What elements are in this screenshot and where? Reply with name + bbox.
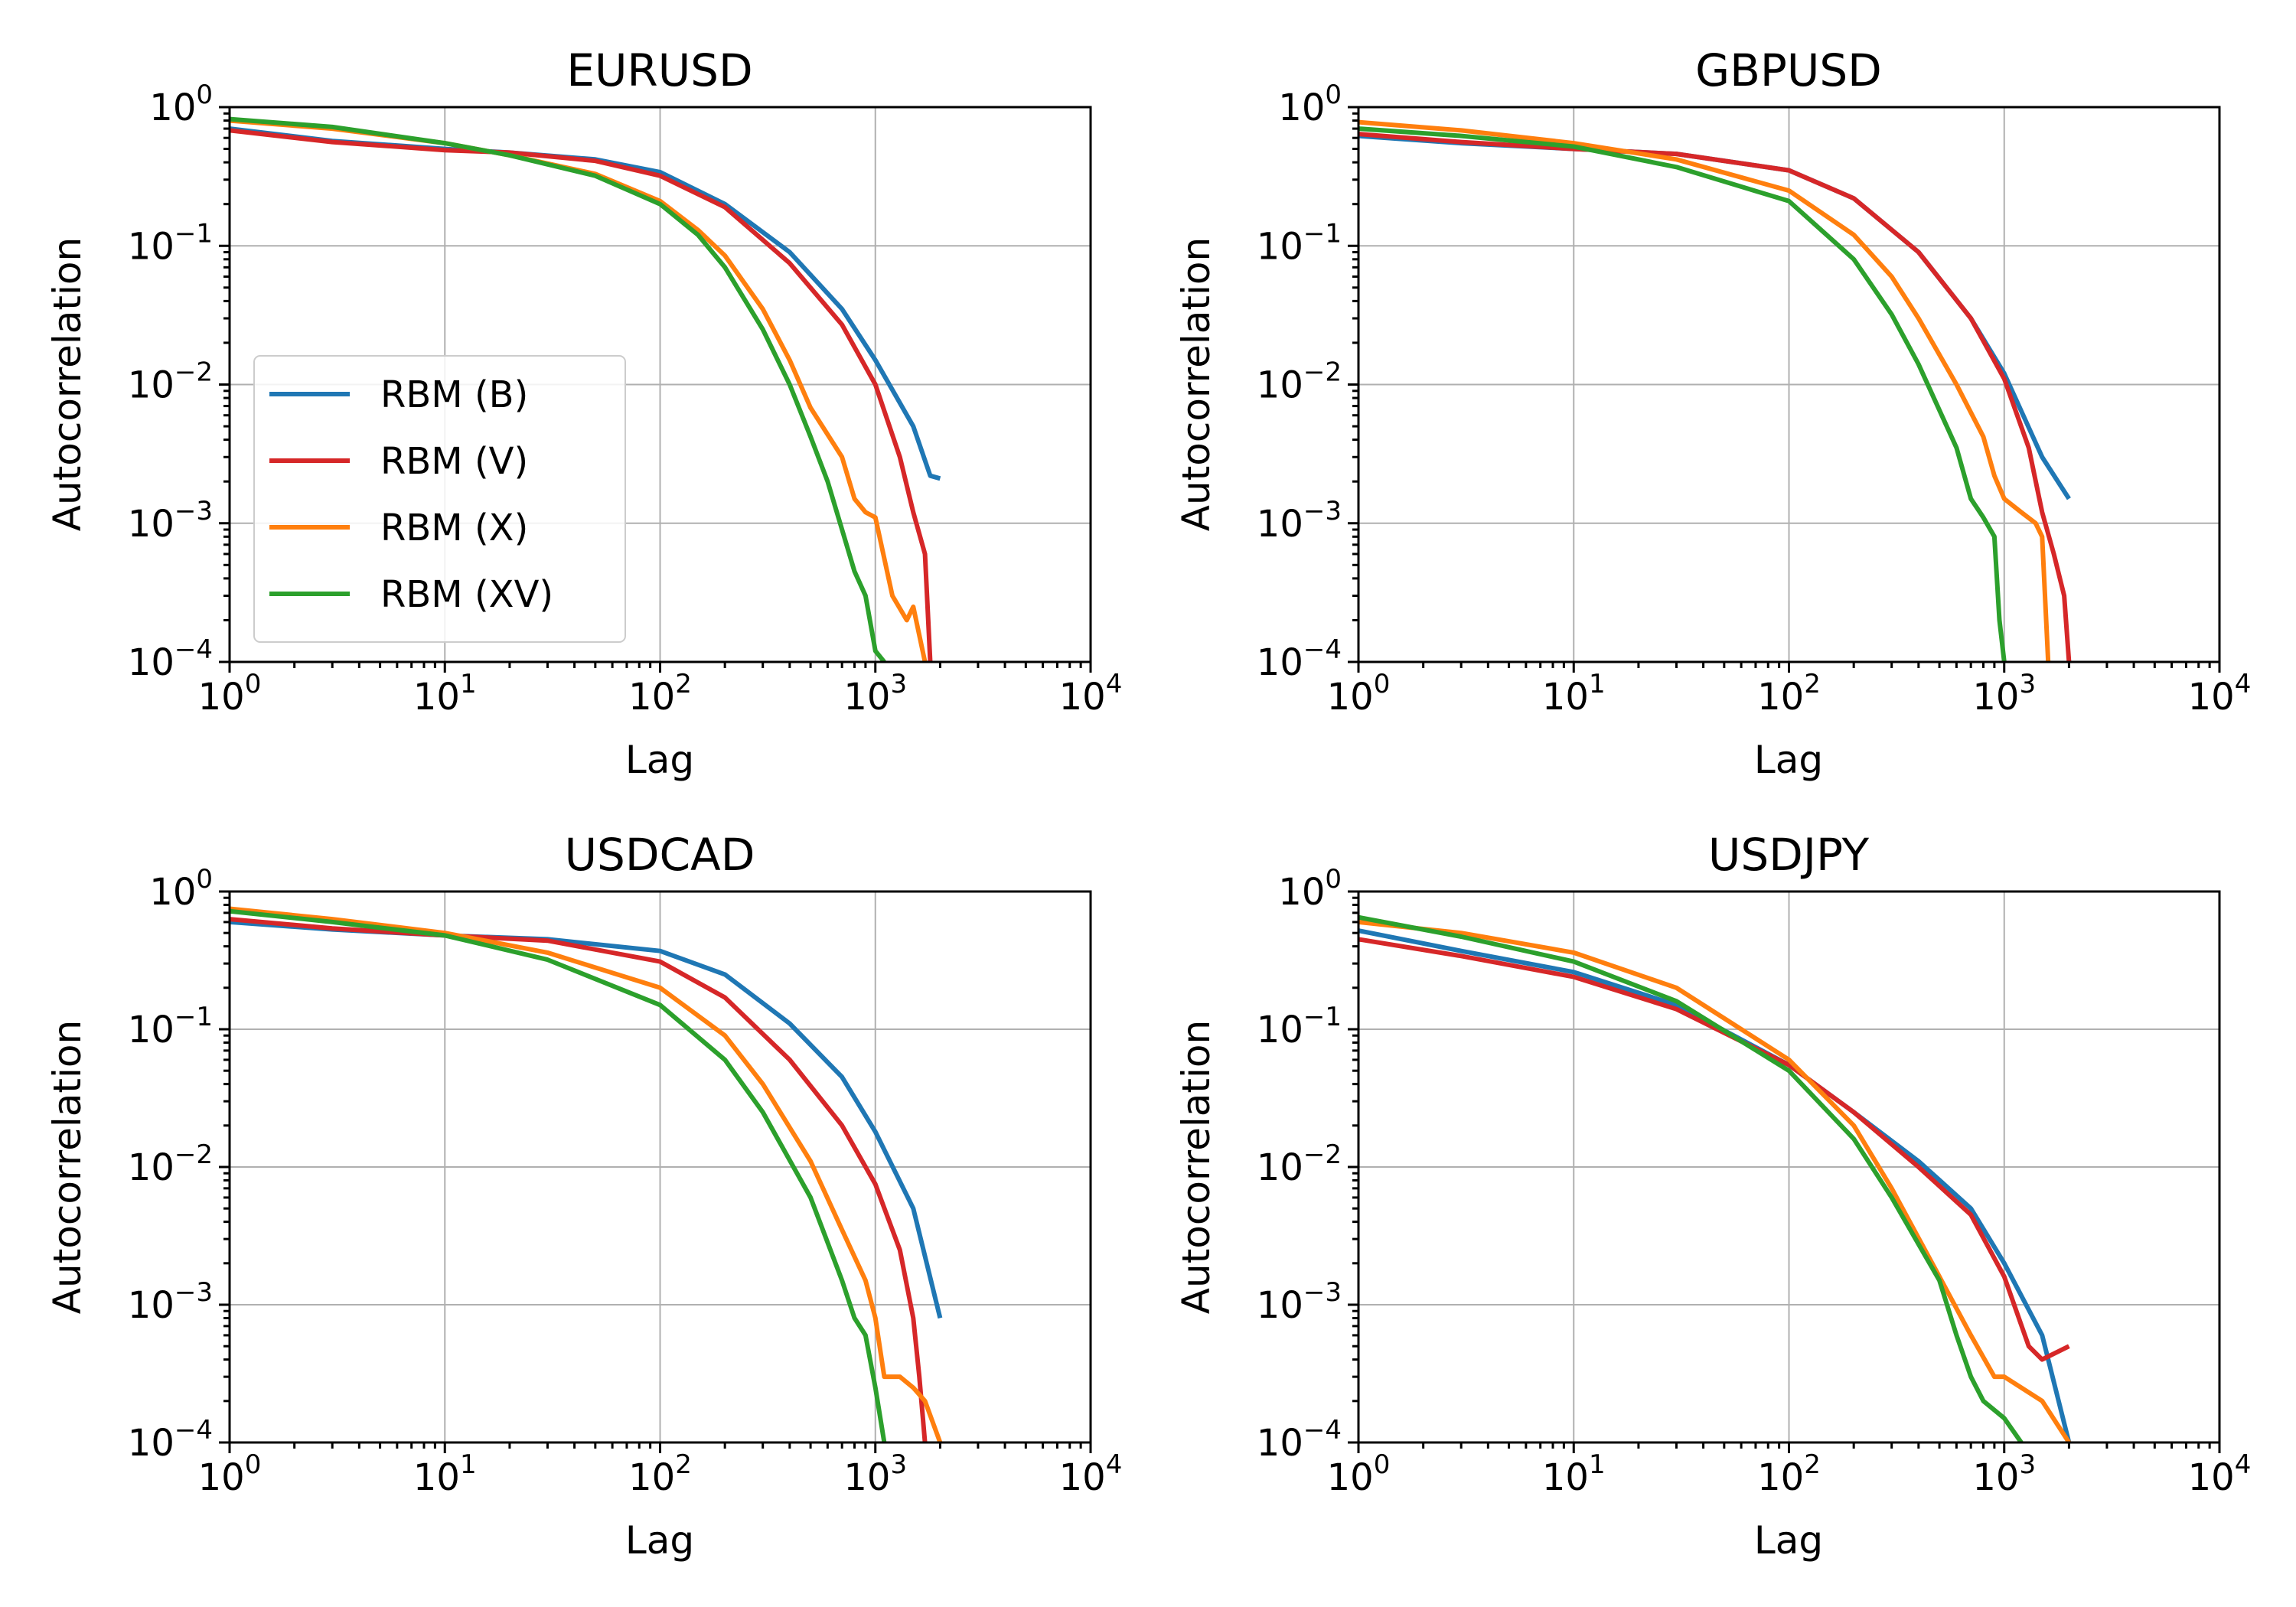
x-tick-label: 104 (2188, 669, 2252, 719)
x-tick-label: 102 (628, 669, 692, 719)
y-tick-label: 10−4 (1257, 634, 1342, 684)
x-tick-label: 103 (843, 1449, 907, 1499)
ticks (219, 106, 1092, 673)
series-line-rbm-v (1358, 937, 2070, 1362)
subplot-usdcad: USDCAD Lag Autocorrelation 100 101 102 103 1… (45, 829, 1122, 1563)
series-line-rbm-xv (230, 908, 887, 1442)
series-line-rbm-v (230, 128, 933, 662)
grid (229, 891, 1091, 1443)
series-line-rbm-x (230, 906, 943, 1442)
x-axis-label: Lag (625, 738, 694, 782)
y-tick-label: 10−4 (128, 1415, 213, 1465)
legend-label: RBM (X) (380, 507, 528, 549)
y-tick-label: 10−2 (128, 357, 213, 407)
y-tick-label: 100 (149, 80, 213, 129)
subplot-title: GBPUSD (1695, 44, 1882, 96)
subplot-eurusd: EURUSD Lag Autocorrelation 100 101 102 103 1… (45, 44, 1122, 782)
series-group (230, 116, 941, 662)
y-tick-label: 10−3 (1257, 1277, 1342, 1327)
x-tick-label: 103 (843, 669, 907, 719)
subplot-title: USDJPY (1708, 829, 1870, 881)
x-tick-label: 104 (1059, 1449, 1123, 1499)
x-tick-label: 101 (413, 669, 477, 719)
x-axis-label: Lag (1754, 738, 1823, 782)
y-tick-label: 100 (1278, 864, 1342, 914)
x-tick-label: 102 (1757, 1449, 1821, 1499)
y-tick-label: 10−1 (128, 218, 213, 268)
series-line-rbm-b (1358, 133, 2071, 500)
y-tick-label: 10−3 (1257, 496, 1342, 546)
x-tick-label: 101 (413, 1449, 477, 1499)
series-group (1358, 914, 2072, 1442)
x-tick-label: 101 (1542, 669, 1606, 719)
legend-label: RBM (V) (380, 440, 528, 483)
y-tick-label: 10−4 (1257, 1415, 1342, 1465)
series-line-rbm-xv (1358, 914, 2024, 1442)
y-tick-label: 10−1 (128, 1002, 213, 1051)
x-tick-label: 100 (198, 1449, 262, 1499)
series-line-rbm-xv (230, 116, 886, 662)
x-tick-label: 100 (1327, 669, 1391, 719)
x-axis-label: Lag (1754, 1518, 1823, 1563)
series-group (1358, 119, 2072, 662)
x-tick-label: 100 (1327, 1449, 1391, 1499)
x-axis-label: Lag (625, 1518, 694, 1563)
y-tick-label: 10−2 (1257, 357, 1342, 407)
y-tick-label: 10−3 (128, 496, 213, 546)
series-line-rbm-b (1358, 928, 2072, 1442)
y-tick-label: 100 (1278, 80, 1342, 129)
x-tick-label: 103 (1972, 1449, 2036, 1499)
ticks (1348, 890, 2221, 1453)
y-tick-label: 10−1 (1257, 218, 1342, 268)
subplot-title: EURUSD (566, 44, 752, 96)
x-tick-label: 102 (1757, 669, 1821, 719)
x-tick-label: 104 (1059, 669, 1123, 719)
y-tick-label: 10−3 (128, 1277, 213, 1327)
legend-box (253, 355, 626, 643)
x-tick-label: 103 (1972, 669, 2036, 719)
subplot-title: USDCAD (565, 829, 755, 881)
legend-label: RBM (XV) (380, 573, 553, 616)
subplot-gbpusd: GBPUSD Lag Autocorrelation 100 101 102 103 1… (1174, 44, 2251, 782)
y-tick-label: 10−1 (1257, 1002, 1342, 1051)
legend: RBM (B) RBM (V) RBM (X) RBM (XV) (253, 355, 626, 643)
series-group (230, 906, 943, 1442)
series-line-rbm-x (1358, 119, 2051, 662)
y-axis-label: Autocorrelation (45, 1020, 90, 1314)
y-tick-label: 100 (149, 864, 213, 914)
ticks (219, 890, 1092, 1453)
x-tick-label: 104 (2188, 1449, 2252, 1499)
ticks (1348, 106, 2221, 673)
subplot-usdjpy: USDJPY Lag Autocorrelation 100 101 102 103 1… (1174, 829, 2251, 1563)
x-tick-label: 101 (1542, 1449, 1606, 1499)
series-line-rbm-x (1358, 919, 2071, 1442)
y-tick-label: 10−2 (128, 1139, 213, 1189)
y-axis-label: Autocorrelation (1174, 237, 1218, 531)
x-tick-label: 102 (628, 1449, 692, 1499)
x-tick-label: 100 (198, 669, 262, 719)
y-tick-label: 10−2 (1257, 1139, 1342, 1189)
y-axis-label: Autocorrelation (45, 237, 90, 531)
y-axis-label: Autocorrelation (1174, 1020, 1218, 1314)
y-tick-label: 10−4 (128, 634, 213, 684)
series-line-rbm-xv (1358, 126, 2007, 662)
legend-label: RBM (B) (380, 373, 528, 416)
grid (1358, 891, 2220, 1443)
